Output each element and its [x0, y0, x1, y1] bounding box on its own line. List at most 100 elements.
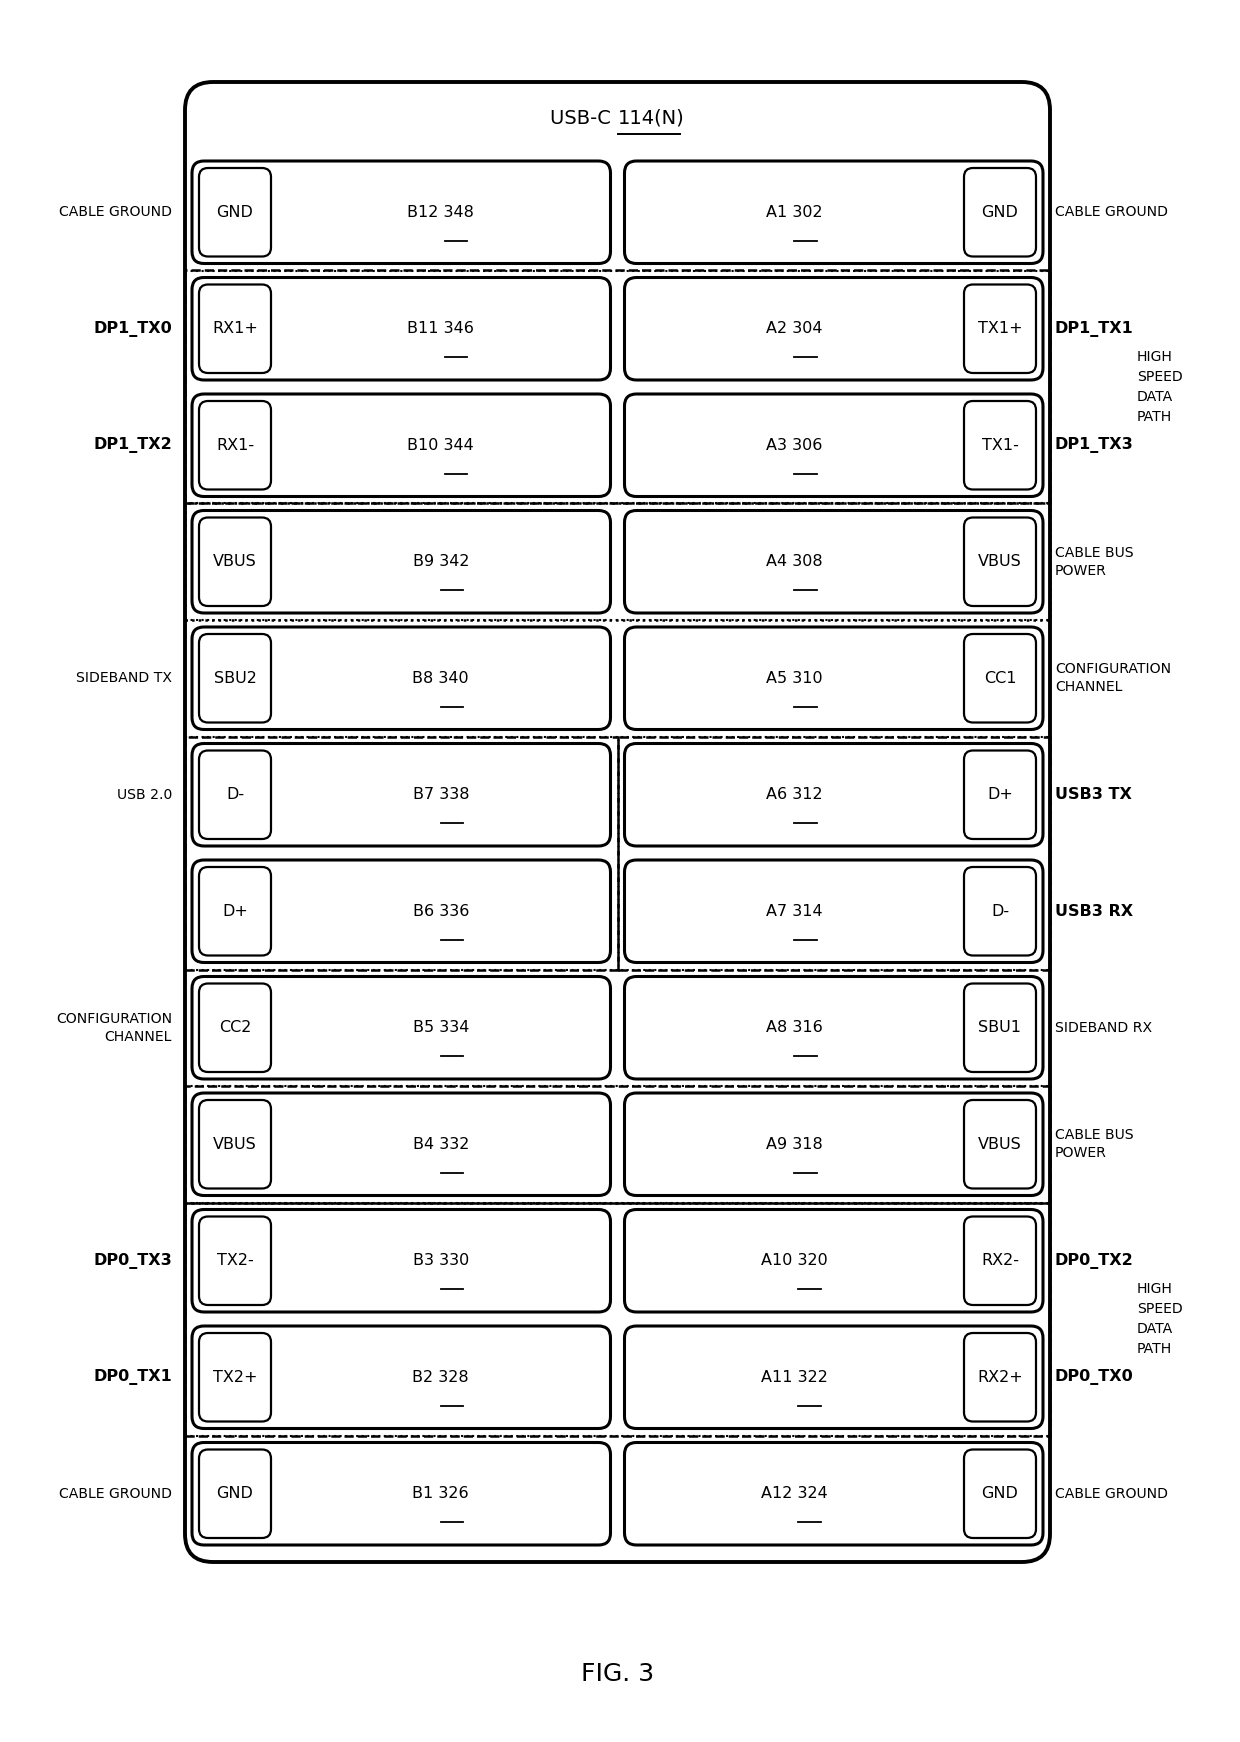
FancyBboxPatch shape — [963, 1099, 1035, 1188]
Text: DP1_TX3: DP1_TX3 — [1055, 437, 1133, 453]
FancyBboxPatch shape — [625, 1092, 1043, 1195]
FancyBboxPatch shape — [625, 1326, 1043, 1428]
Text: 114(N): 114(N) — [618, 108, 684, 127]
Text: B2 328: B2 328 — [413, 1369, 469, 1385]
FancyBboxPatch shape — [192, 1442, 610, 1545]
Text: CABLE BUS: CABLE BUS — [1055, 545, 1133, 559]
Text: RX1-: RX1- — [216, 437, 254, 453]
Text: A8 316: A8 316 — [766, 1021, 822, 1035]
FancyBboxPatch shape — [198, 517, 272, 606]
FancyBboxPatch shape — [192, 861, 610, 963]
FancyBboxPatch shape — [963, 984, 1035, 1071]
Text: TX1+: TX1+ — [977, 321, 1022, 336]
FancyBboxPatch shape — [198, 1333, 272, 1421]
Text: GND: GND — [217, 206, 253, 219]
Text: GND: GND — [982, 1486, 1018, 1502]
Bar — [185, 270, 1050, 503]
Text: POWER: POWER — [1055, 1146, 1107, 1160]
Text: A9 318: A9 318 — [766, 1138, 822, 1151]
Text: B3 330: B3 330 — [413, 1252, 469, 1268]
Text: DP0_TX1: DP0_TX1 — [93, 1369, 172, 1385]
Text: B6 336: B6 336 — [413, 904, 469, 918]
Text: RX2+: RX2+ — [977, 1369, 1023, 1385]
FancyBboxPatch shape — [198, 1449, 272, 1538]
Text: SBU1: SBU1 — [978, 1021, 1022, 1035]
Text: CABLE GROUND: CABLE GROUND — [1055, 206, 1168, 219]
FancyBboxPatch shape — [625, 277, 1043, 380]
Text: A2 304: A2 304 — [766, 321, 822, 336]
Text: B9 342: B9 342 — [413, 554, 469, 570]
FancyBboxPatch shape — [198, 634, 272, 723]
Bar — [185, 1085, 1050, 1202]
Text: USB 2.0: USB 2.0 — [117, 787, 172, 801]
Text: B8 340: B8 340 — [413, 671, 469, 686]
Text: B7 338: B7 338 — [413, 787, 469, 803]
Bar — [618, 737, 1050, 970]
Text: B12 348: B12 348 — [407, 206, 474, 219]
Text: RX1+: RX1+ — [212, 321, 258, 336]
FancyBboxPatch shape — [198, 167, 272, 256]
Text: D+: D+ — [987, 787, 1013, 803]
Text: B10 344: B10 344 — [408, 437, 474, 453]
Text: A6 312: A6 312 — [766, 787, 822, 803]
Text: VBUS: VBUS — [213, 1138, 257, 1151]
Text: B11 346: B11 346 — [407, 321, 474, 336]
Text: DP1_TX1: DP1_TX1 — [1055, 321, 1133, 336]
Text: RX2-: RX2- — [981, 1252, 1019, 1268]
FancyBboxPatch shape — [625, 160, 1043, 263]
FancyBboxPatch shape — [625, 1442, 1043, 1545]
FancyBboxPatch shape — [625, 394, 1043, 496]
Text: PATH: PATH — [1137, 1341, 1172, 1355]
Text: FIG. 3: FIG. 3 — [580, 1662, 653, 1686]
Text: DP1_TX2: DP1_TX2 — [93, 437, 172, 453]
Text: PATH: PATH — [1137, 409, 1172, 423]
Text: CONFIGURATION: CONFIGURATION — [56, 1012, 172, 1026]
Text: GND: GND — [982, 206, 1018, 219]
Text: HIGH: HIGH — [1137, 350, 1173, 364]
FancyBboxPatch shape — [963, 284, 1035, 373]
FancyBboxPatch shape — [192, 277, 610, 380]
Text: A4 308: A4 308 — [766, 554, 822, 570]
Text: DP1_TX0: DP1_TX0 — [93, 321, 172, 336]
Text: SBU2: SBU2 — [213, 671, 257, 686]
FancyBboxPatch shape — [192, 1092, 610, 1195]
Text: CHANNEL: CHANNEL — [1055, 679, 1122, 695]
Text: DATA: DATA — [1137, 390, 1173, 404]
Bar — [185, 1202, 1050, 1435]
FancyBboxPatch shape — [198, 868, 272, 956]
FancyBboxPatch shape — [963, 751, 1035, 840]
Text: DP0_TX2: DP0_TX2 — [1055, 1252, 1133, 1268]
Text: CABLE GROUND: CABLE GROUND — [60, 1486, 172, 1502]
Text: SPEED: SPEED — [1137, 1301, 1183, 1315]
FancyBboxPatch shape — [963, 401, 1035, 490]
Text: D-: D- — [991, 904, 1009, 918]
FancyBboxPatch shape — [198, 1099, 272, 1188]
Text: CABLE BUS: CABLE BUS — [1055, 1129, 1133, 1143]
FancyBboxPatch shape — [192, 977, 610, 1078]
Text: HIGH: HIGH — [1137, 1282, 1173, 1296]
FancyBboxPatch shape — [198, 401, 272, 490]
FancyBboxPatch shape — [192, 1326, 610, 1428]
Text: VBUS: VBUS — [978, 1138, 1022, 1151]
FancyBboxPatch shape — [625, 510, 1043, 613]
Text: A10 320: A10 320 — [761, 1252, 827, 1268]
Bar — [185, 737, 618, 970]
Text: A11 322: A11 322 — [761, 1369, 827, 1385]
FancyBboxPatch shape — [963, 167, 1035, 256]
FancyBboxPatch shape — [198, 284, 272, 373]
Text: TX1-: TX1- — [982, 437, 1018, 453]
Text: CONFIGURATION: CONFIGURATION — [1055, 662, 1171, 676]
Text: A7 314: A7 314 — [766, 904, 822, 918]
FancyBboxPatch shape — [963, 517, 1035, 606]
Bar — [185, 503, 1050, 620]
Text: DP0_TX0: DP0_TX0 — [1055, 1369, 1133, 1385]
Text: A5 310: A5 310 — [766, 671, 822, 686]
Text: A3 306: A3 306 — [766, 437, 822, 453]
Text: A1 302: A1 302 — [766, 206, 822, 219]
Text: SIDEBAND TX: SIDEBAND TX — [76, 671, 172, 685]
Text: CC1: CC1 — [983, 671, 1017, 686]
FancyBboxPatch shape — [625, 861, 1043, 963]
Text: POWER: POWER — [1055, 564, 1107, 578]
Text: D+: D+ — [222, 904, 248, 918]
FancyBboxPatch shape — [192, 510, 610, 613]
